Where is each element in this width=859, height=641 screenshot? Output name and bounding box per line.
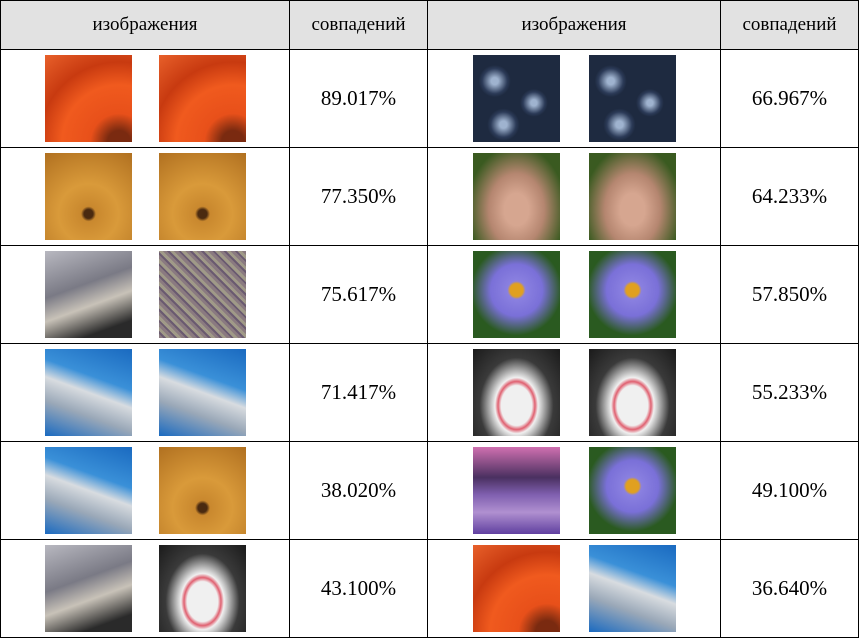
match-percent: 57.850% (721, 246, 859, 344)
match-percent: 89.017% (290, 50, 428, 148)
image-pair (428, 349, 720, 436)
image-cell (428, 50, 721, 148)
match-percent: 66.967% (721, 50, 859, 148)
match-percent: 36.640% (721, 540, 859, 638)
image (45, 55, 132, 142)
image-cell (1, 540, 290, 638)
table-body: 89.017% 66.967% 77.350% 64.233% 75.617% 57.85… (1, 50, 859, 638)
image (45, 447, 132, 534)
image (473, 447, 560, 534)
image-pair (428, 153, 720, 240)
match-percent: 49.100% (721, 442, 859, 540)
image-pair (1, 349, 289, 436)
table-row: 43.100% 36.640% (1, 540, 859, 638)
header-cell: изображения (1, 1, 290, 50)
image (159, 349, 246, 436)
image (159, 447, 246, 534)
match-percent: 64.233% (721, 148, 859, 246)
image-cell (428, 344, 721, 442)
match-percent: 75.617% (290, 246, 428, 344)
image (473, 349, 560, 436)
image-cell (1, 246, 290, 344)
table-row: 38.020% 49.100% (1, 442, 859, 540)
image-pair (1, 55, 289, 142)
image (473, 251, 560, 338)
table-row: 75.617% 57.850% (1, 246, 859, 344)
image (159, 55, 246, 142)
image (589, 349, 676, 436)
image-pair (428, 251, 720, 338)
header-cell: совпадений (290, 1, 428, 50)
table-row: 77.350% 64.233% (1, 148, 859, 246)
image-pair (428, 545, 720, 632)
image-cell (1, 148, 290, 246)
image (45, 251, 132, 338)
image (45, 349, 132, 436)
image-pair (428, 447, 720, 534)
image (589, 55, 676, 142)
image-cell (1, 344, 290, 442)
image (589, 447, 676, 534)
match-percent: 77.350% (290, 148, 428, 246)
image (589, 251, 676, 338)
image-cell (428, 148, 721, 246)
header-cell: совпадений (721, 1, 859, 50)
image-cell (1, 50, 290, 148)
table-row: 71.417% 55.233% (1, 344, 859, 442)
page: изображениясовпаденийизображениясовпаден… (0, 0, 859, 641)
image (589, 153, 676, 240)
match-percent: 71.417% (290, 344, 428, 442)
image (45, 545, 132, 632)
match-percent: 43.100% (290, 540, 428, 638)
image (45, 153, 132, 240)
image (159, 153, 246, 240)
match-percent: 38.020% (290, 442, 428, 540)
image-cell (1, 442, 290, 540)
image-pair (1, 251, 289, 338)
header-cell: изображения (428, 1, 721, 50)
image (159, 545, 246, 632)
image (473, 545, 560, 632)
image-cell (428, 442, 721, 540)
image-cell (428, 246, 721, 344)
image-pair (1, 545, 289, 632)
image-pair (1, 447, 289, 534)
image (589, 545, 676, 632)
match-percent: 55.233% (721, 344, 859, 442)
image (473, 153, 560, 240)
image-pair (1, 153, 289, 240)
image (473, 55, 560, 142)
comparison-table: изображениясовпаденийизображениясовпаден… (0, 0, 859, 638)
table-row: 89.017% 66.967% (1, 50, 859, 148)
image (159, 251, 246, 338)
image-pair (428, 55, 720, 142)
image-cell (428, 540, 721, 638)
